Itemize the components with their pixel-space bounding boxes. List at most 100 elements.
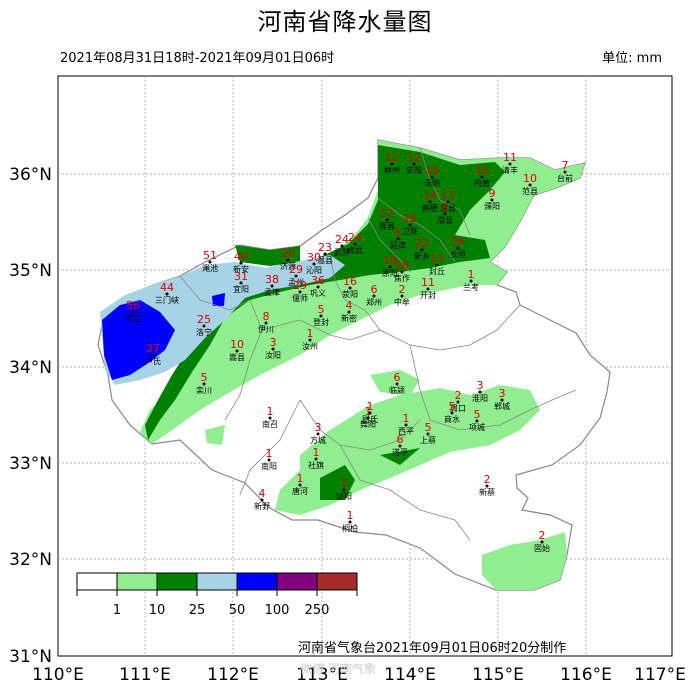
station-dot bbox=[239, 281, 243, 285]
legend-label-50: 50 bbox=[229, 603, 246, 618]
station-dot bbox=[366, 416, 370, 420]
station-name: 沁阳 bbox=[306, 265, 322, 275]
lat-label: 31°N bbox=[9, 647, 52, 667]
station-rain-value: 11 bbox=[503, 151, 517, 164]
legend-swatch-4 bbox=[236, 572, 278, 591]
station-name: 武陟 bbox=[334, 247, 350, 257]
station-rain-value: 44 bbox=[160, 281, 174, 294]
longitude-labels: 110°E 111°E 112°E 113°E 114°E 115°E 116°… bbox=[32, 665, 686, 685]
station-rain-value: 29 bbox=[289, 263, 303, 276]
station-rain-value: 14 bbox=[423, 189, 437, 202]
station-name: 开封 bbox=[420, 290, 436, 300]
lon-label: 113°E bbox=[296, 665, 348, 685]
station-rain-value: 26 bbox=[451, 235, 465, 248]
station-name: 项城 bbox=[469, 423, 485, 432]
station-dot bbox=[398, 444, 402, 448]
station-name: 新密 bbox=[341, 313, 357, 323]
station-dot bbox=[270, 284, 274, 288]
station-name: 淮阳 bbox=[472, 393, 488, 403]
lon-label: 111°E bbox=[119, 665, 171, 685]
lat-label: 34°N bbox=[9, 358, 52, 378]
station-name: 鹤壁 bbox=[422, 203, 438, 213]
station-name: 洛宁 bbox=[196, 327, 212, 337]
station-rain-value: 8 bbox=[263, 310, 270, 323]
station-name: 孟州 bbox=[288, 277, 304, 287]
station-rain-value: 1 bbox=[341, 477, 348, 490]
station-rain-value: 30 bbox=[307, 251, 321, 264]
station-dot bbox=[342, 488, 346, 492]
station-name: 内黄 bbox=[474, 178, 490, 188]
station-name: 清丰 bbox=[502, 165, 518, 175]
legend-swatch-1 bbox=[116, 572, 158, 591]
legend-label-10: 10 bbox=[149, 603, 166, 618]
legend-swatch-2 bbox=[156, 572, 198, 591]
period-label: 2021年08月31日18时-2021年09月01日06时 bbox=[60, 51, 335, 66]
station-name: 孟津 bbox=[264, 287, 280, 297]
station-rain-value: 18 bbox=[395, 259, 409, 272]
station-rain-value: 3 bbox=[477, 379, 484, 392]
station-name: 伊川 bbox=[258, 324, 274, 334]
lon-label: 114°E bbox=[384, 665, 436, 685]
station-rain-value: 2 bbox=[484, 473, 491, 486]
station-rain-value: 3 bbox=[499, 387, 506, 400]
station-rain-value: 2 bbox=[539, 529, 546, 542]
station-dot bbox=[563, 170, 567, 174]
station-dot bbox=[400, 294, 404, 298]
station-rain-value: 6 bbox=[371, 283, 378, 296]
station-dot bbox=[298, 483, 302, 487]
station-dot bbox=[385, 218, 389, 222]
station-dot bbox=[540, 540, 544, 544]
station-name: 封丘 bbox=[429, 266, 445, 276]
station-rain-value: 37 bbox=[146, 342, 160, 355]
lon-label: 112°E bbox=[207, 665, 259, 685]
latitude-labels: 36°N 35°N 34°N 33°N 32°N 31°N bbox=[9, 165, 52, 667]
station-rain-value: 56 bbox=[126, 299, 140, 312]
station-rain-value: 31 bbox=[234, 270, 248, 283]
legend-swatch-6 bbox=[316, 572, 358, 591]
station-dot bbox=[202, 324, 206, 328]
station-dot bbox=[388, 265, 392, 269]
station-name: 范县 bbox=[522, 186, 538, 196]
station-dot bbox=[446, 200, 450, 204]
station-name: 西平 bbox=[398, 427, 414, 436]
station-name: 泌阳 bbox=[336, 491, 352, 501]
station-dot bbox=[323, 252, 327, 256]
station-rain-value: 12 bbox=[380, 207, 394, 220]
station-name: 灵宝 bbox=[125, 313, 141, 323]
lon-label: 110°E bbox=[32, 665, 84, 685]
station-rain-value: 5 bbox=[201, 371, 208, 384]
station-rain-value: 1 bbox=[468, 268, 475, 281]
station-rain-value: 3 bbox=[270, 336, 277, 349]
station-rain-value: 36 bbox=[311, 274, 325, 287]
station-name: 汤阴 bbox=[424, 179, 440, 188]
station-rain-value: 24 bbox=[335, 233, 349, 246]
station-dot bbox=[400, 270, 404, 274]
station-rain-value: 23 bbox=[318, 241, 332, 254]
station-name: 原阳 bbox=[382, 269, 398, 278]
station-rain-value: 1 bbox=[297, 472, 304, 485]
station-name: 临颍 bbox=[389, 385, 405, 395]
station-rain-value: 10 bbox=[523, 172, 537, 185]
station-rain-value: 12 bbox=[385, 151, 399, 164]
station-name: 渑池 bbox=[202, 263, 218, 273]
lon-label: 116°E bbox=[560, 665, 612, 685]
lon-label: 115°E bbox=[472, 665, 524, 685]
station-dot bbox=[508, 162, 512, 166]
station-dot bbox=[480, 175, 484, 179]
station-dot bbox=[435, 263, 439, 267]
station-rain-value: 5 bbox=[318, 303, 325, 316]
station-dot bbox=[294, 274, 298, 278]
lon-label: 117°E bbox=[634, 665, 686, 685]
station-rain-value: 16 bbox=[403, 212, 417, 225]
station-name: 中牟 bbox=[394, 297, 410, 307]
station-dot bbox=[404, 423, 408, 427]
station-name: 遂平 bbox=[392, 447, 408, 457]
station-name: 林州 bbox=[384, 165, 400, 175]
station-name: 濮阳 bbox=[484, 201, 500, 211]
station-name: 尉氏 bbox=[362, 414, 378, 424]
station-dot bbox=[430, 175, 434, 179]
station-dot bbox=[314, 457, 318, 461]
station-dot bbox=[469, 279, 473, 283]
